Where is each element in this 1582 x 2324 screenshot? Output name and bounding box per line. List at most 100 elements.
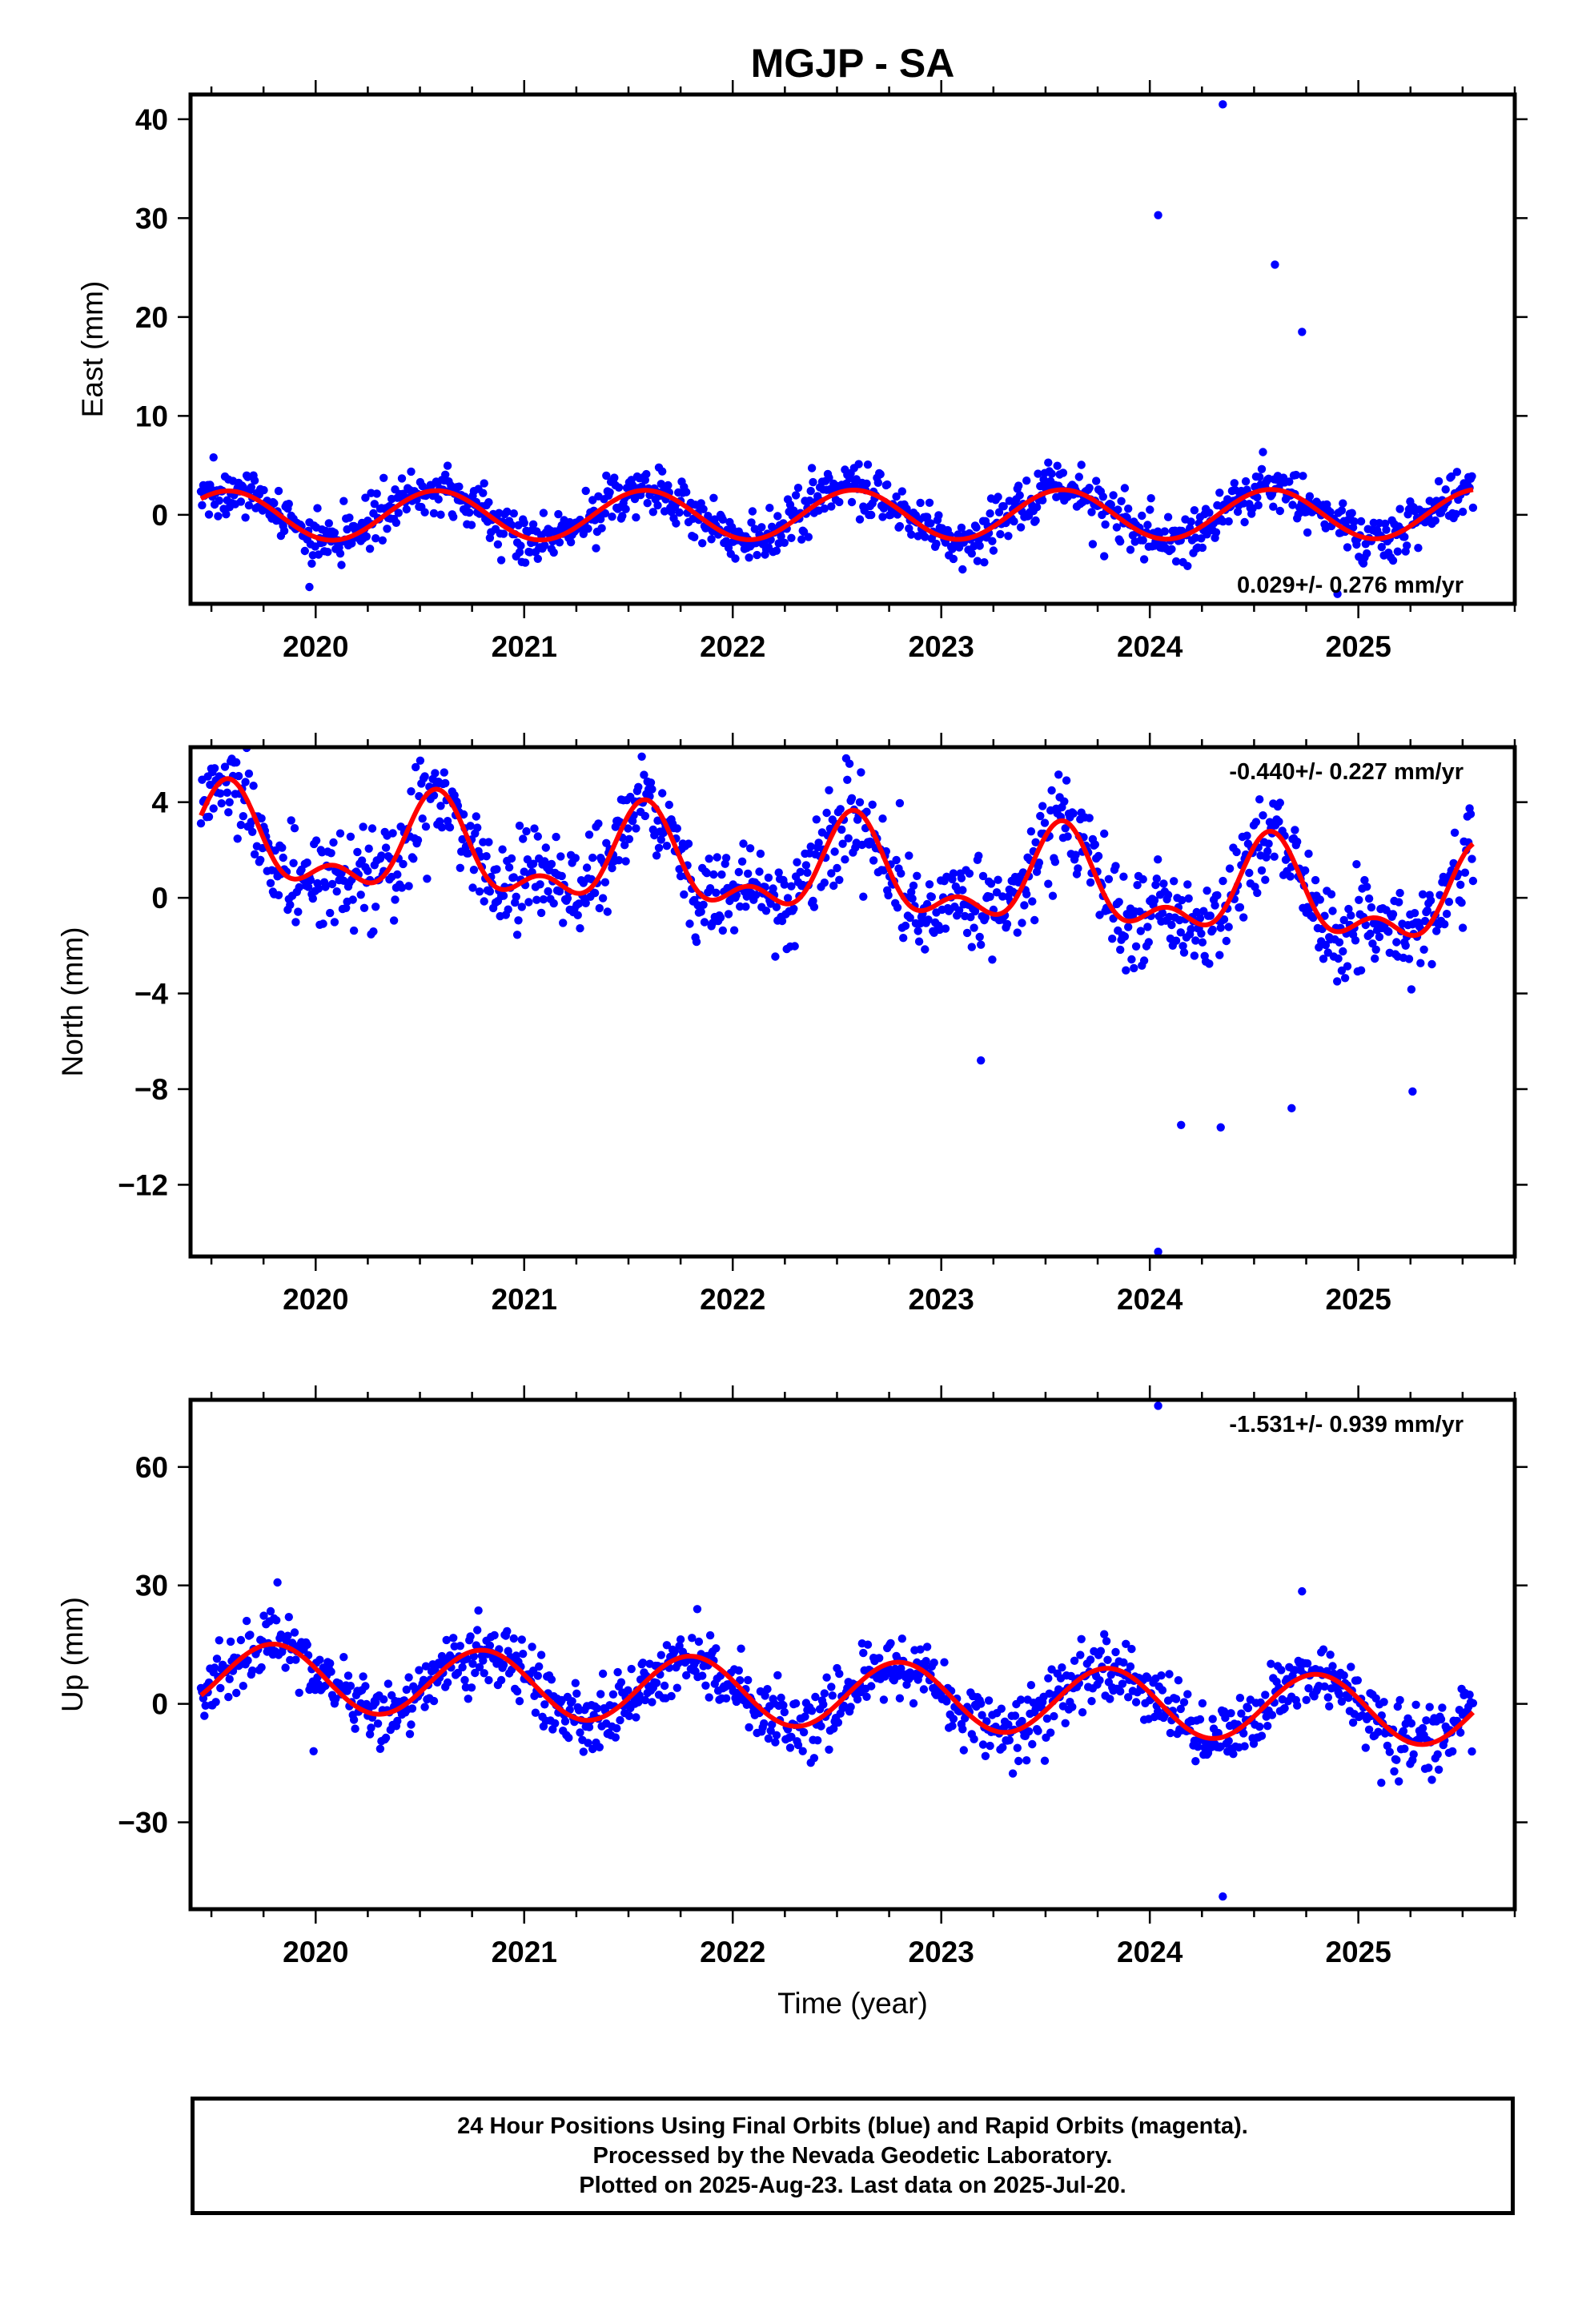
data-point [405,1730,415,1739]
data-point [1366,929,1375,939]
data-point [1374,1727,1383,1736]
data-point [232,758,241,767]
data-point [279,853,287,862]
data-point [464,1695,472,1703]
data-point [803,868,812,878]
data-point [1127,955,1136,964]
x-tick-label: 2023 [909,630,974,663]
data-point [614,856,624,865]
data-point [1320,1682,1329,1691]
data-point [466,1632,475,1641]
data-point [1457,899,1466,907]
data-point [1122,1639,1130,1648]
data-point [1227,1709,1235,1718]
data-point [658,467,667,476]
data-point [468,1659,477,1668]
data-point [588,1744,597,1754]
data-point [407,787,416,796]
data-point [602,471,611,480]
data-point [682,488,691,497]
data-point [533,554,542,563]
data-point [1269,502,1278,511]
data-point [372,489,381,498]
data-point [1384,927,1393,936]
data-point [809,1754,819,1763]
data-point [648,508,657,517]
data-point [198,501,207,510]
data-point [279,526,289,536]
data-point [1219,876,1227,886]
data-point [731,554,740,563]
data-point [652,1679,661,1687]
data-point [453,1668,463,1678]
data-point [215,1636,223,1645]
data-point [306,875,315,885]
data-point [443,461,452,470]
data-point [1170,877,1178,886]
data-point [581,486,590,496]
data-point [250,850,259,859]
data-point [1321,940,1331,950]
data-point [1261,875,1270,884]
data-point [456,1642,464,1651]
data-point [712,888,721,898]
data-point [1215,951,1224,959]
data-point [603,907,612,916]
data-point [680,890,689,899]
data-point [1085,814,1094,822]
data-point [1016,1695,1026,1704]
panel-east: 2020 2021 2022 2023 2024 2025 0 10 20 30 40 East (m… [76,80,1528,663]
data-point [791,491,801,500]
data-point [1040,818,1050,827]
outlier-point [1408,1087,1417,1096]
data-point [672,519,681,528]
y-tick-label: 30 [135,1570,168,1602]
data-point [1229,1750,1238,1759]
data-point [667,1691,676,1701]
data-point [303,1640,311,1649]
data-point [407,467,416,476]
data-point [196,818,206,828]
data-point [653,501,662,510]
data-point [1424,1763,1433,1772]
data-point [204,510,214,519]
data-point [1379,1698,1388,1707]
data-point [270,499,279,508]
data-point [846,1703,855,1711]
outlier-point [1377,1779,1386,1787]
data-point [420,1703,429,1711]
data-point [829,881,838,891]
x-tick-label: 2021 [492,1936,557,1968]
data-point [1116,537,1125,546]
data-point [752,891,761,899]
data-point [765,504,774,513]
data-point [755,867,764,876]
data-point [790,942,799,951]
data-point [469,1652,479,1661]
y-axis-label: North (mm) [56,927,89,1076]
data-point [1456,1728,1465,1737]
data-point [1288,501,1297,509]
y-tick-label: −12 [118,1168,168,1201]
data-point [351,1724,359,1733]
data-point [811,1692,820,1702]
data-point [379,473,388,482]
data-point [281,1663,290,1672]
y-axis-label: Up (mm) [56,1597,89,1712]
data-point [897,869,905,878]
data-point [921,533,930,541]
data-point [1344,1693,1353,1703]
data-point [480,1669,488,1678]
data-point [780,1707,789,1717]
data-point [1237,1709,1246,1718]
data-point [1127,1644,1136,1654]
data-point [504,863,514,872]
data-point [957,874,966,883]
data-point [1058,468,1068,477]
data-point [1152,875,1162,883]
data-point [1414,544,1423,553]
data-point [760,1719,769,1728]
data-point [469,866,479,875]
data-point [942,1697,951,1706]
data-point [640,811,649,821]
